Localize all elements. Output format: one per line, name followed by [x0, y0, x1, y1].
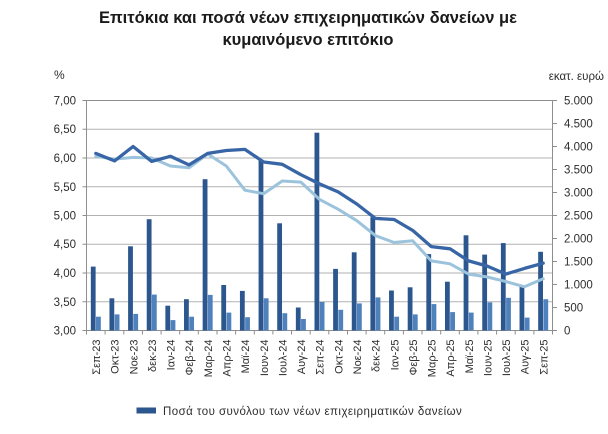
- svg-text:3.500: 3.500: [564, 165, 593, 177]
- svg-text:1.000: 1.000: [564, 280, 593, 292]
- svg-text:6,50: 6,50: [54, 124, 76, 136]
- svg-text:Σεπ-25: Σεπ-25: [538, 340, 550, 375]
- svg-text:Ιουν-25: Ιουν-25: [483, 340, 495, 377]
- svg-text:2.500: 2.500: [564, 211, 593, 223]
- svg-text:δεκ-23: δεκ-23: [147, 340, 159, 372]
- svg-text:0: 0: [564, 326, 570, 338]
- svg-text:5,50: 5,50: [54, 182, 76, 194]
- svg-text:Ιαν-25: Ιαν-25: [389, 340, 401, 371]
- svg-text:Νοε-23: Νοε-23: [128, 340, 140, 375]
- svg-text:%: %: [54, 68, 65, 82]
- svg-text:Ιουν-24: Ιουν-24: [259, 340, 271, 377]
- svg-text:Απρ-25: Απρ-25: [445, 340, 457, 377]
- svg-text:4.500: 4.500: [564, 119, 593, 131]
- svg-text:Μαρ-25: Μαρ-25: [427, 340, 439, 378]
- svg-text:Αυγ-24: Αυγ-24: [296, 340, 308, 375]
- svg-text:4,00: 4,00: [54, 268, 76, 280]
- svg-text:1.500: 1.500: [564, 257, 593, 269]
- svg-text:Σεπ-24: Σεπ-24: [315, 340, 327, 375]
- svg-text:δεκ-24: δεκ-24: [371, 340, 383, 372]
- svg-text:Μαϊ-24: Μαϊ-24: [240, 340, 252, 374]
- svg-text:Ιουλ-25: Ιουλ-25: [501, 340, 513, 377]
- svg-text:4,50: 4,50: [54, 239, 76, 251]
- svg-text:Ποσά του συνόλου των νέων επιχ: Ποσά του συνόλου των νέων επιχειρηματικώ…: [163, 406, 462, 418]
- svg-text:7,00: 7,00: [54, 96, 76, 108]
- svg-text:Οκτ-24: Οκτ-24: [333, 340, 345, 374]
- svg-text:5.000: 5.000: [564, 96, 593, 108]
- svg-text:Αυγ-25: Αυγ-25: [520, 340, 532, 375]
- svg-text:Μαρ-24: Μαρ-24: [203, 340, 215, 378]
- svg-text:3,00: 3,00: [54, 326, 76, 338]
- svg-text:2.000: 2.000: [564, 234, 593, 246]
- svg-text:Επιτόκια και ποσά νέων επιχειρ: Επιτόκια και ποσά νέων επιχειρηματικών δ…: [99, 9, 517, 27]
- svg-text:6,00: 6,00: [54, 153, 76, 165]
- svg-text:4.000: 4.000: [564, 142, 593, 154]
- svg-text:Απρ-24: Απρ-24: [222, 340, 234, 377]
- svg-text:Ιουλ-24: Ιουλ-24: [277, 340, 289, 377]
- svg-text:5,00: 5,00: [54, 211, 76, 223]
- svg-text:Οκτ-23: Οκτ-23: [110, 340, 122, 374]
- svg-text:Φεβ-24: Φεβ-24: [184, 340, 196, 376]
- svg-text:Σεπ-23: Σεπ-23: [91, 340, 103, 375]
- svg-text:Ιαν-24: Ιαν-24: [166, 340, 178, 371]
- svg-text:500: 500: [564, 303, 583, 315]
- svg-text:3,50: 3,50: [54, 297, 76, 309]
- svg-text:Φεβ-25: Φεβ-25: [408, 340, 420, 376]
- svg-text:κυμαινόμενο επιτόκιο: κυμαινόμενο επιτόκιο: [222, 31, 393, 49]
- svg-text:Νοε-24: Νοε-24: [352, 340, 364, 375]
- svg-text:3.000: 3.000: [564, 188, 593, 200]
- svg-text:εκατ. ευρώ: εκατ. ευρώ: [549, 71, 604, 83]
- svg-text:Μαϊ-25: Μαϊ-25: [464, 340, 476, 374]
